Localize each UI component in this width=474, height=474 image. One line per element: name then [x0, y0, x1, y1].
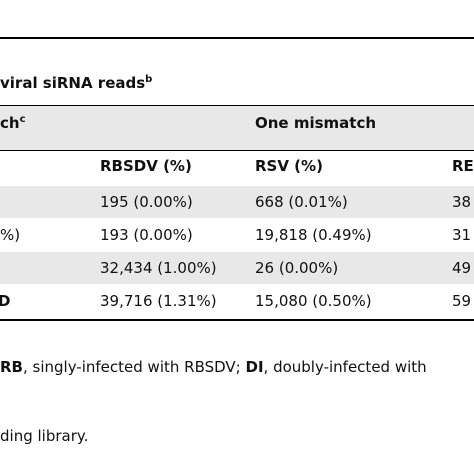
column-header: RBSDV (%)	[100, 157, 192, 175]
rule	[0, 105, 474, 106]
group-header-sup: c	[19, 114, 26, 125]
footnote: ding library.	[0, 427, 89, 445]
footnote-text: , doubly-infected with	[263, 358, 427, 376]
footnote-term: RB	[0, 358, 23, 376]
group-header: One mismatch	[255, 114, 377, 132]
cell: 39,716 (1.31%)	[100, 292, 217, 310]
cell: 195 (0.00%)	[100, 193, 193, 211]
cell: 32,434 (1.00%)	[100, 259, 217, 277]
cell: 15,080 (0.50%)	[255, 292, 372, 310]
cell: 31	[452, 226, 472, 244]
footnote: RB, singly-infected with RBSDV; DI, doub…	[0, 358, 427, 376]
cell: 26 (0.00%)	[255, 259, 339, 277]
row-band	[0, 186, 474, 218]
footnote-term: DI	[245, 358, 264, 376]
cell: %)	[0, 226, 21, 244]
rule	[0, 37, 474, 39]
cell: 19,818 (0.49%)	[255, 226, 372, 244]
cell: 668 (0.01%)	[255, 193, 348, 211]
cell: 49	[452, 259, 472, 277]
caption-text: viral siRNA reads	[0, 74, 146, 92]
cell: 59	[452, 292, 472, 310]
column-header: RSV (%)	[255, 157, 323, 175]
rule	[0, 319, 474, 321]
caption-sup: b	[145, 74, 153, 85]
cell: 38	[452, 193, 472, 211]
group-header: chc	[0, 114, 26, 132]
header-band	[0, 106, 474, 150]
rule	[0, 150, 474, 151]
cell: D	[0, 292, 11, 310]
column-header: RE	[452, 157, 474, 175]
row-band	[0, 252, 474, 284]
group-header-text: ch	[0, 114, 20, 132]
footnote-text: , singly-infected with RBSDV;	[22, 358, 246, 376]
cell: 193 (0.00%)	[100, 226, 193, 244]
caption: viral siRNA readsb	[0, 74, 152, 92]
